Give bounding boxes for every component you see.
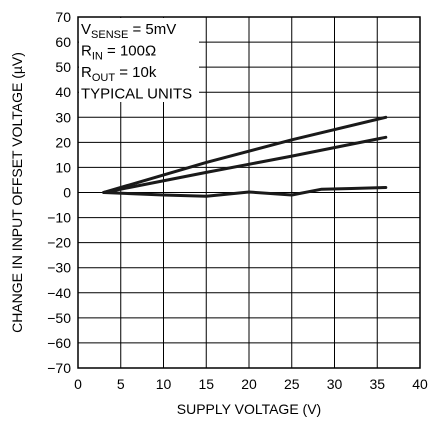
x-tick-label: 0 [74,376,82,392]
x-tick-label: 25 [284,376,300,392]
y-tick-label: −20 [47,235,71,251]
x-tick-label: 15 [198,376,214,392]
y-tick-label: 40 [55,84,71,100]
annotation-subscript: IN [92,51,103,63]
y-tick-label: −10 [47,210,71,226]
y-tick-label: −40 [47,285,71,301]
y-tick-labels: 70 60 50 40 30 20 10 0 −10 −20 −30 −40 −50 −60 −70 [47,9,71,376]
y-tick-label: 70 [55,9,71,25]
y-tick-label: 20 [55,134,71,150]
y-tick-label: 50 [55,59,71,75]
y-axis-label: CHANGE IN INPUT OFFSET VOLTAGE (µV) [9,52,25,333]
x-tick-label: 40 [412,376,428,392]
annotation-main: R [81,43,92,60]
x-tick-labels: 0 5 10 15 20 25 30 35 40 [74,376,428,392]
x-tick-label: 30 [327,376,343,392]
x-axis-label: SUPPLY VOLTAGE (V) [177,401,321,417]
y-tick-label: 10 [55,159,71,175]
annotation-line: RIN = 100Ω [81,43,156,63]
series-line-1 [102,115,388,194]
annotation-main: V [81,21,91,38]
y-tick-label: 60 [55,34,71,50]
annotation-main: TYPICAL UNITS [81,86,192,103]
x-tick-label: 10 [156,376,172,392]
x-tick-label: 5 [117,376,125,392]
annotation-line: VSENSE = 5mV [81,21,176,41]
x-tick-label: 20 [241,376,257,392]
annotation-value: = 10k [115,64,157,81]
y-tick-label: −50 [47,310,71,326]
series-line-3 [102,186,388,198]
annotation-line: TYPICAL UNITS [81,86,192,103]
annotation-subscript: OUT [92,72,116,84]
y-tick-label: −70 [47,360,71,376]
y-tick-label: 30 [55,109,71,125]
plot-frame [77,16,421,369]
y-tick-label: −30 [47,260,71,276]
annotation-subscript: SENSE [91,29,128,41]
series-line-2 [102,135,388,194]
annotation-value: = 100Ω [103,43,156,60]
series-lines [102,115,388,198]
y-tick-label: 0 [63,185,71,201]
annotation-main: R [81,64,92,81]
annotation-box [79,18,199,102]
annotation-line: ROUT = 10k [81,64,157,84]
x-tick-label: 35 [369,376,385,392]
annotation-value: = 5mV [128,21,176,38]
y-tick-label: −60 [47,335,71,351]
